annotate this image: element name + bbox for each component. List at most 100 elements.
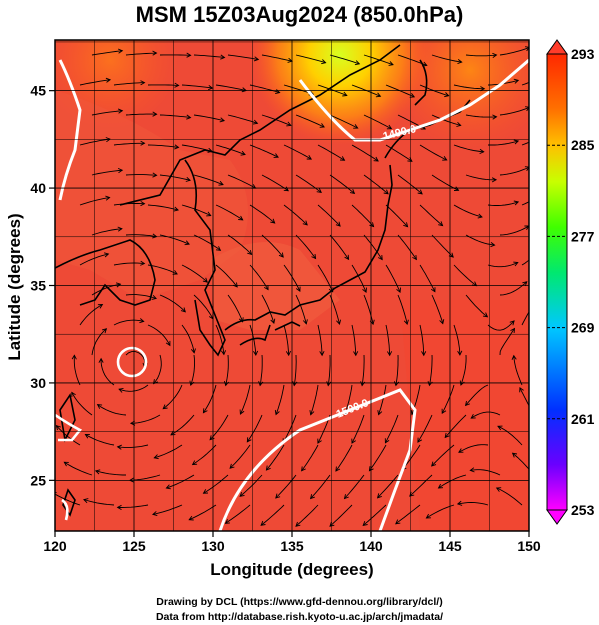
streamline-arrowhead <box>116 504 122 510</box>
streamline <box>239 384 251 415</box>
streamline-arrowhead <box>430 287 436 293</box>
streamline-arrowhead <box>336 319 342 326</box>
streamline <box>329 294 340 325</box>
streamline-arrowhead <box>442 156 448 161</box>
streamline <box>395 504 421 525</box>
streamline <box>229 444 251 469</box>
streamline <box>419 204 443 226</box>
streamline <box>329 54 360 65</box>
streamline-arrowhead <box>519 386 524 393</box>
streamline <box>317 264 334 292</box>
streamline-arrowhead <box>438 221 444 227</box>
streamline-arrowhead <box>456 121 462 127</box>
streamline-arrowhead <box>239 491 245 497</box>
streamline-arrowhead <box>184 240 190 246</box>
streamline-arrowhead <box>309 410 315 416</box>
streamline <box>246 414 263 443</box>
colorbar-tick-label: 269 <box>571 320 595 336</box>
streamline-arrowhead <box>274 409 280 416</box>
streamline <box>91 169 123 176</box>
streamline <box>261 234 284 258</box>
streamline-arrowhead <box>492 52 498 58</box>
streamline <box>181 324 195 353</box>
streamline-arrowhead <box>524 166 529 171</box>
streamline <box>499 47 529 56</box>
streamline-arrowhead <box>206 211 212 217</box>
streamline <box>295 174 322 193</box>
streamline-arrowhead <box>265 465 271 471</box>
streamline-arrowhead <box>458 448 464 453</box>
streamline-arrowhead <box>191 460 198 466</box>
streamline <box>227 54 259 60</box>
streamline-arrowhead <box>270 318 276 324</box>
streamline <box>441 384 455 414</box>
streamline-arrowhead <box>63 461 69 467</box>
streamline-arrowhead <box>152 50 158 56</box>
streamline-arrowhead <box>456 500 463 506</box>
streamline-arrowhead <box>513 261 519 267</box>
streamline-arrowhead <box>295 521 301 527</box>
streamline <box>181 204 211 217</box>
streamline-arrowhead <box>208 85 214 91</box>
streamline <box>79 138 111 146</box>
streamline <box>295 294 307 324</box>
streamline <box>91 50 123 56</box>
streamline-arrowhead <box>441 408 447 415</box>
streamline-arrowhead <box>218 180 224 186</box>
streamline-arrowhead <box>384 438 390 444</box>
streamline <box>100 358 115 386</box>
streamline <box>266 444 285 471</box>
streamline <box>147 204 179 211</box>
streamline-arrowhead <box>180 307 186 313</box>
streamline <box>426 504 455 519</box>
streamline-arrowhead <box>252 119 259 125</box>
streamline <box>487 262 518 268</box>
streamline-arrowhead <box>317 438 322 444</box>
streamline-arrowhead <box>239 409 245 415</box>
streamline <box>209 414 229 441</box>
streamline <box>457 502 489 506</box>
streamline-arrowhead <box>117 167 124 174</box>
streamline <box>117 504 149 508</box>
streamline <box>363 54 394 66</box>
streamline-arrowhead <box>509 320 515 326</box>
streamline-arrowhead <box>319 123 325 128</box>
streamline-arrowhead <box>153 454 159 460</box>
streamline <box>225 354 229 386</box>
streamline-arrowhead <box>386 124 393 130</box>
streamline <box>79 79 111 86</box>
streamline-arrowhead <box>202 277 209 283</box>
streamline-arrowhead <box>492 114 498 120</box>
streamline-arrowhead <box>170 430 176 436</box>
streamline-arrowhead <box>439 319 445 325</box>
streamline-arrowhead <box>490 242 496 248</box>
streamline-arrowhead <box>273 153 279 158</box>
streamline <box>154 444 183 459</box>
streamline-arrowhead <box>511 354 517 360</box>
streamline <box>378 384 387 415</box>
y-tick-label: 40 <box>30 180 46 196</box>
streamline-arrowhead <box>479 148 485 155</box>
streamline-arrowhead <box>186 52 192 58</box>
streamline <box>453 84 485 90</box>
streamline-arrowhead <box>403 319 409 326</box>
streamline <box>249 144 279 158</box>
streamline <box>125 52 157 56</box>
streamline-arrowhead <box>491 177 498 183</box>
streamline <box>431 54 462 63</box>
streamline <box>453 204 483 218</box>
streamline-arrowhead <box>220 54 226 60</box>
streamline <box>363 174 389 195</box>
streamline-arrowhead <box>202 408 208 414</box>
streamline-arrowhead <box>260 520 266 526</box>
streamline-arrowhead <box>71 391 76 397</box>
streamline <box>193 114 225 122</box>
streamline <box>513 355 523 386</box>
streamline <box>499 107 529 116</box>
x-tick-label: 140 <box>359 538 383 554</box>
streamline <box>534 325 538 355</box>
streamline <box>385 144 413 162</box>
streamline <box>261 294 275 324</box>
streamline <box>327 354 331 386</box>
wind-streamlines <box>55 46 538 527</box>
